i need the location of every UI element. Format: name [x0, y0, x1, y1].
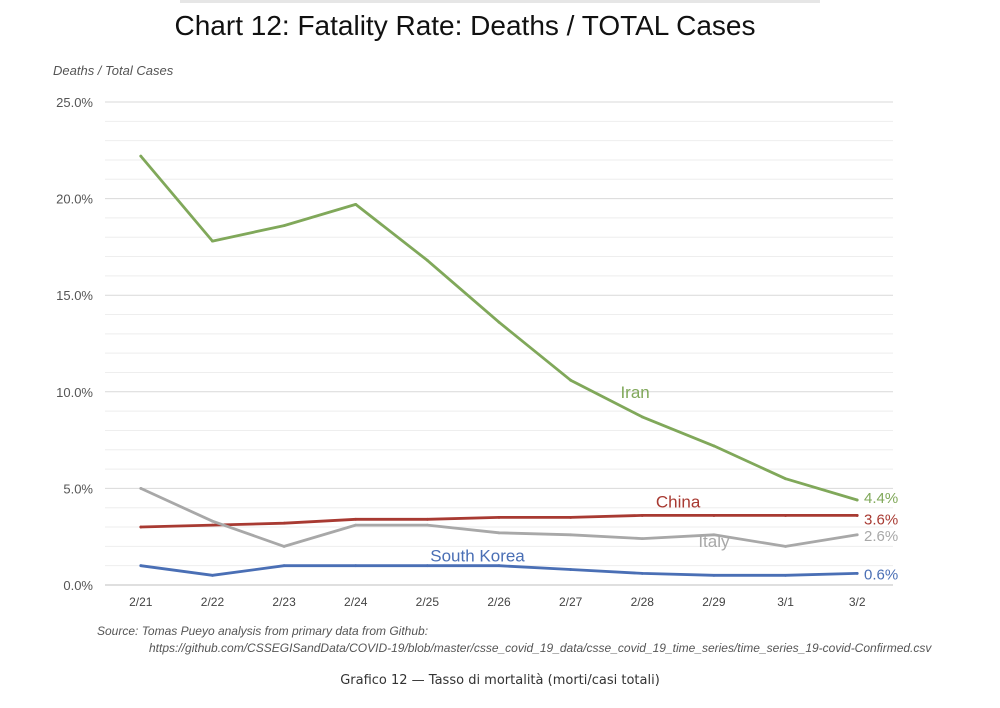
south-korea-point: [282, 564, 286, 568]
x-tick-label: 2/21: [129, 595, 153, 609]
x-tick-label: 2/29: [702, 595, 726, 609]
iran-point: [211, 239, 214, 243]
china-point: [211, 523, 214, 527]
x-tick-label: 2/23: [272, 595, 296, 609]
south-korea-point: [640, 572, 644, 575]
china-end-label: 3.6%: [864, 511, 898, 528]
south-korea-point: [569, 568, 573, 571]
y-tick-label: 5.0%: [63, 481, 93, 496]
south-korea-point: [784, 573, 787, 577]
iran-end-label: 4.4%: [864, 490, 898, 507]
source-url: https://github.com/CSSEGISandData/COVID-…: [149, 641, 932, 655]
x-tick-label: 3/1: [777, 595, 794, 609]
y-axis-label: Deaths / Total Cases: [53, 63, 174, 78]
y-tick-label: 0.0%: [63, 578, 93, 593]
china-point: [354, 517, 358, 521]
x-tick-label: 2/27: [559, 595, 583, 609]
figure-caption: Grafico 12 — Tasso di mortalità (morti/c…: [340, 673, 660, 688]
iran-point: [712, 444, 716, 448]
x-tick-label: 2/25: [416, 595, 440, 609]
italy-point: [712, 533, 716, 537]
iran-point: [784, 477, 787, 481]
china-point: [425, 517, 429, 521]
source-note: Source: Tomas Pueyo analysis from primar…: [97, 623, 931, 657]
italy-point: [640, 537, 644, 541]
south-korea-line: [139, 564, 859, 577]
china-point: [282, 521, 286, 525]
iran-point: [640, 415, 644, 419]
y-tick-label: 25.0%: [56, 95, 93, 110]
x-tick-label: 2/28: [631, 595, 655, 609]
iran-point: [497, 320, 501, 324]
x-tick-label: 2/22: [201, 595, 225, 609]
china-series-label: China: [656, 492, 701, 511]
iran-point: [425, 259, 429, 262]
south-korea-point: [354, 564, 358, 568]
south-korea-series-label: South Korea: [430, 547, 525, 566]
china-point: [497, 515, 501, 519]
south-korea-point: [425, 564, 429, 568]
x-tick-label: 3/2: [849, 595, 866, 609]
y-tick-label: 15.0%: [56, 288, 93, 303]
italy-point: [282, 544, 286, 548]
iran-point: [855, 498, 859, 502]
iran-point: [569, 378, 573, 382]
x-tick-label: 2/24: [344, 595, 368, 609]
italy-point: [569, 533, 573, 537]
china-point: [784, 514, 787, 517]
italy-point: [211, 519, 214, 523]
china-point: [640, 514, 644, 517]
italy-series-label: Italy: [698, 532, 730, 551]
china-point: [855, 514, 859, 517]
chart-title: Chart 12: Fatality Rate: Deaths / TOTAL …: [174, 10, 756, 41]
x-tick-label: 2/26: [487, 595, 511, 609]
iran-point: [282, 224, 286, 228]
south-korea-end-label: 0.6%: [864, 566, 898, 583]
italy-point: [354, 523, 358, 527]
source-line-1: Source: Tomas Pueyo analysis from primar…: [97, 624, 429, 638]
south-korea-point: [139, 564, 143, 568]
iran-point: [139, 154, 143, 158]
top-divider: [180, 0, 820, 3]
y-tick-label: 20.0%: [56, 192, 93, 207]
south-korea-point: [855, 572, 859, 575]
south-korea-point: [712, 573, 716, 577]
china-point: [712, 514, 716, 517]
south-korea-point: [211, 573, 214, 577]
china-point: [569, 515, 573, 519]
iran-line: [139, 154, 859, 502]
italy-point: [425, 523, 429, 527]
italy-point: [139, 487, 143, 490]
italy-point: [855, 533, 859, 537]
italy-end-label: 2.6%: [864, 528, 898, 545]
italy-point: [784, 544, 787, 548]
iran-point: [354, 202, 358, 206]
china-point: [139, 525, 143, 529]
south-korea-point: [497, 564, 501, 568]
iran-series-label: Iran: [620, 383, 649, 402]
italy-point: [497, 531, 501, 535]
y-tick-label: 10.0%: [56, 385, 93, 400]
